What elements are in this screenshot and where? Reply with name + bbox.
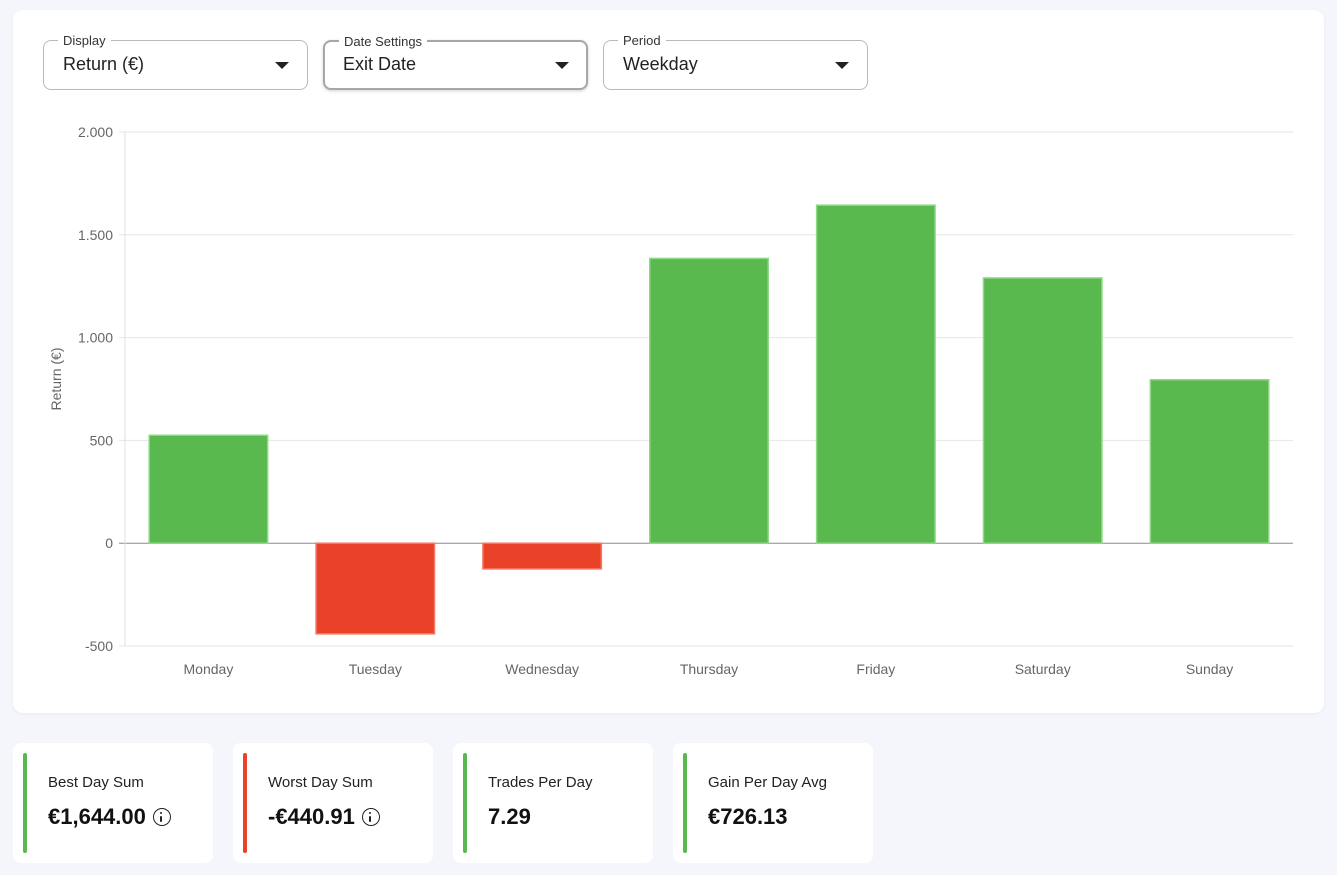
x-tick-label: Wednesday: [505, 661, 579, 677]
period-select-legend: Period: [618, 33, 666, 48]
period-select-value: Weekday: [623, 54, 698, 74]
period-select[interactable]: Period Weekday: [603, 33, 868, 90]
display-select-legend: Display: [58, 33, 111, 48]
x-tick-label: Thursday: [680, 661, 738, 677]
bar-friday: [815, 204, 936, 544]
caret-down-icon: [835, 62, 849, 69]
bar-sunday: [1149, 378, 1270, 544]
y-tick-label: 1.000: [78, 330, 113, 346]
x-tick-label: Friday: [856, 661, 895, 677]
chart-card: -500 0 500 1.000 1.500 2.000 Return (€) Monday T…: [13, 10, 1324, 713]
stat-value-row: -€440.91: [268, 804, 380, 830]
y-tick-label: -500: [85, 638, 113, 654]
stat-label: Worst Day Sum: [268, 774, 373, 791]
return-bar-chart: -500 0 500 1.000 1.500 2.000 Return (€) Monday T…: [48, 124, 1293, 677]
bar-saturday: [982, 277, 1103, 544]
y-axis-label: Return (€): [48, 347, 64, 410]
stat-accent-bar: [463, 753, 467, 853]
stat-label: Trades Per Day: [488, 774, 593, 791]
stat-value: €726.13: [708, 804, 788, 829]
date-settings-select-legend: Date Settings: [339, 34, 428, 49]
stat-card-trades-per-day: Trades Per Day 7.29: [453, 743, 653, 863]
y-tick-label: 1.500: [78, 227, 113, 243]
y-tick-label: 500: [90, 432, 114, 448]
stat-accent-bar: [23, 753, 27, 853]
info-icon[interactable]: [361, 808, 380, 826]
stat-label: Best Day Sum: [48, 774, 144, 791]
bar-tuesday: [315, 542, 436, 635]
stat-value-row: €1,644.00: [48, 804, 171, 830]
date-settings-select[interactable]: Date Settings Exit Date: [323, 34, 588, 90]
display-select-value: Return (€): [63, 54, 145, 74]
y-tick-label: 2.000: [78, 124, 113, 140]
caret-down-icon: [555, 62, 569, 69]
bar-wednesday: [482, 542, 603, 570]
x-tick-label: Monday: [184, 661, 234, 677]
x-tick-label: Tuesday: [349, 661, 402, 677]
date-settings-select-value: Exit Date: [343, 54, 417, 74]
display-select[interactable]: Display Return (€): [43, 33, 308, 90]
stat-accent-bar: [683, 753, 687, 853]
bar-monday: [148, 434, 269, 544]
stat-value: 7.29: [488, 804, 531, 829]
stat-value-row: €726.13: [708, 804, 788, 830]
stat-card-best-day: Best Day Sum €1,644.00: [13, 743, 213, 863]
stat-value: €1,644.00: [48, 804, 146, 829]
stat-value: -€440.91: [268, 804, 355, 829]
stat-accent-bar: [243, 753, 247, 853]
stat-card-worst-day: Worst Day Sum -€440.91: [233, 743, 433, 863]
stat-card-gain-per-day: Gain Per Day Avg €726.13: [673, 743, 873, 863]
caret-down-icon: [275, 62, 289, 69]
stat-value-row: 7.29: [488, 804, 531, 830]
bar-thursday: [649, 257, 769, 544]
x-tick-label: Saturday: [1015, 661, 1071, 677]
stat-label: Gain Per Day Avg: [708, 774, 827, 791]
info-icon[interactable]: [152, 808, 171, 826]
x-tick-label: Sunday: [1186, 661, 1233, 677]
y-tick-label: 0: [105, 535, 113, 551]
